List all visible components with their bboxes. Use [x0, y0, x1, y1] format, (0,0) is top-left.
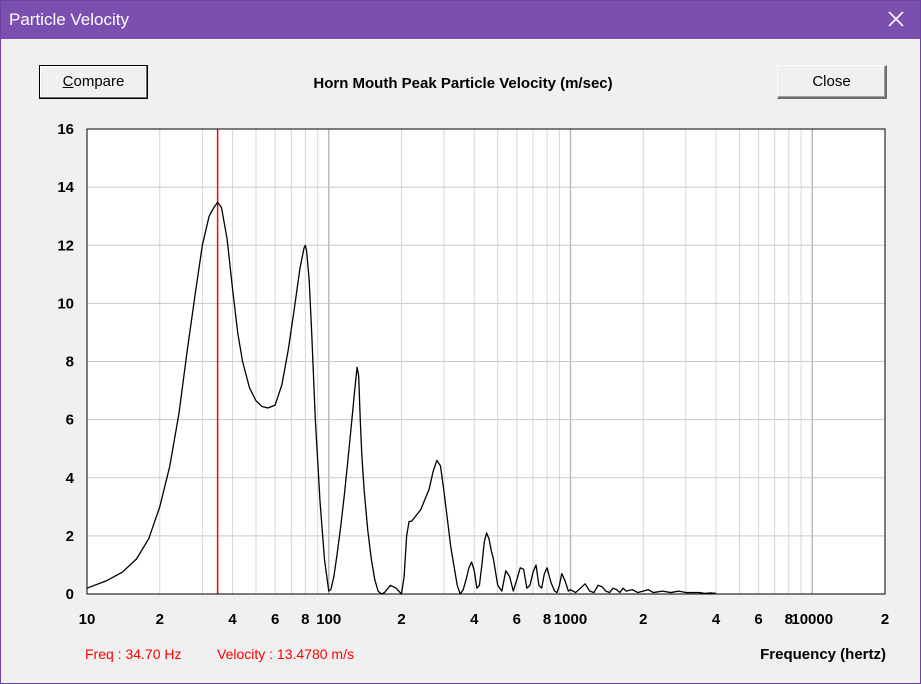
x-tick-label: 100	[316, 611, 341, 628]
frequency-readout: Freq : 34.70 Hz	[85, 646, 182, 662]
close-icon[interactable]	[886, 9, 906, 29]
x-tick-label: 1000	[554, 611, 587, 628]
y-tick-label: 14	[57, 179, 74, 196]
x-tick-label: 6	[513, 611, 521, 628]
x-tick-label: 2	[639, 611, 647, 628]
x-tick-label: 8	[543, 611, 551, 628]
velocity-readout: Velocity : 13.4780 m/s	[217, 646, 354, 662]
y-tick-label: 8	[66, 354, 74, 371]
y-tick-label: 0	[66, 586, 74, 603]
compare-accelerator: C	[62, 73, 74, 90]
title-bar[interactable]: Particle Velocity	[1, 1, 920, 39]
y-tick-label: 16	[57, 121, 74, 138]
x-tick-label: 4	[470, 611, 479, 628]
plot-frame	[86, 128, 886, 595]
x-tick-label: 2	[397, 611, 405, 628]
y-tick-label: 6	[66, 412, 74, 429]
x-tick-label: 8	[301, 611, 309, 628]
y-tick-label: 4	[66, 470, 75, 487]
x-tick-label: 4	[228, 611, 237, 628]
chart-title: Horn Mouth Peak Particle Velocity (m/sec…	[313, 75, 613, 92]
compare-label: ompare	[73, 73, 125, 90]
x-tick-label: 10000	[791, 611, 833, 628]
x-axis-label: Frequency (hertz)	[760, 646, 886, 663]
y-tick-label: 10	[57, 295, 74, 312]
y-tick-label: 2	[66, 528, 74, 545]
y-tick-label: 12	[57, 237, 74, 254]
x-tick-label: 10	[79, 611, 96, 628]
close-button[interactable]: Close	[777, 65, 887, 99]
window-title: Particle Velocity	[9, 10, 129, 29]
x-tick-label: 4	[712, 611, 721, 628]
x-tick-label: 2	[156, 611, 164, 628]
x-tick-label: 6	[754, 611, 762, 628]
compare-button[interactable]: Compare	[39, 65, 148, 99]
x-tick-label: 8	[785, 611, 793, 628]
x-tick-label: 2	[881, 611, 889, 628]
x-tick-label: 6	[271, 611, 279, 628]
velocity-series-line	[86, 201, 717, 595]
